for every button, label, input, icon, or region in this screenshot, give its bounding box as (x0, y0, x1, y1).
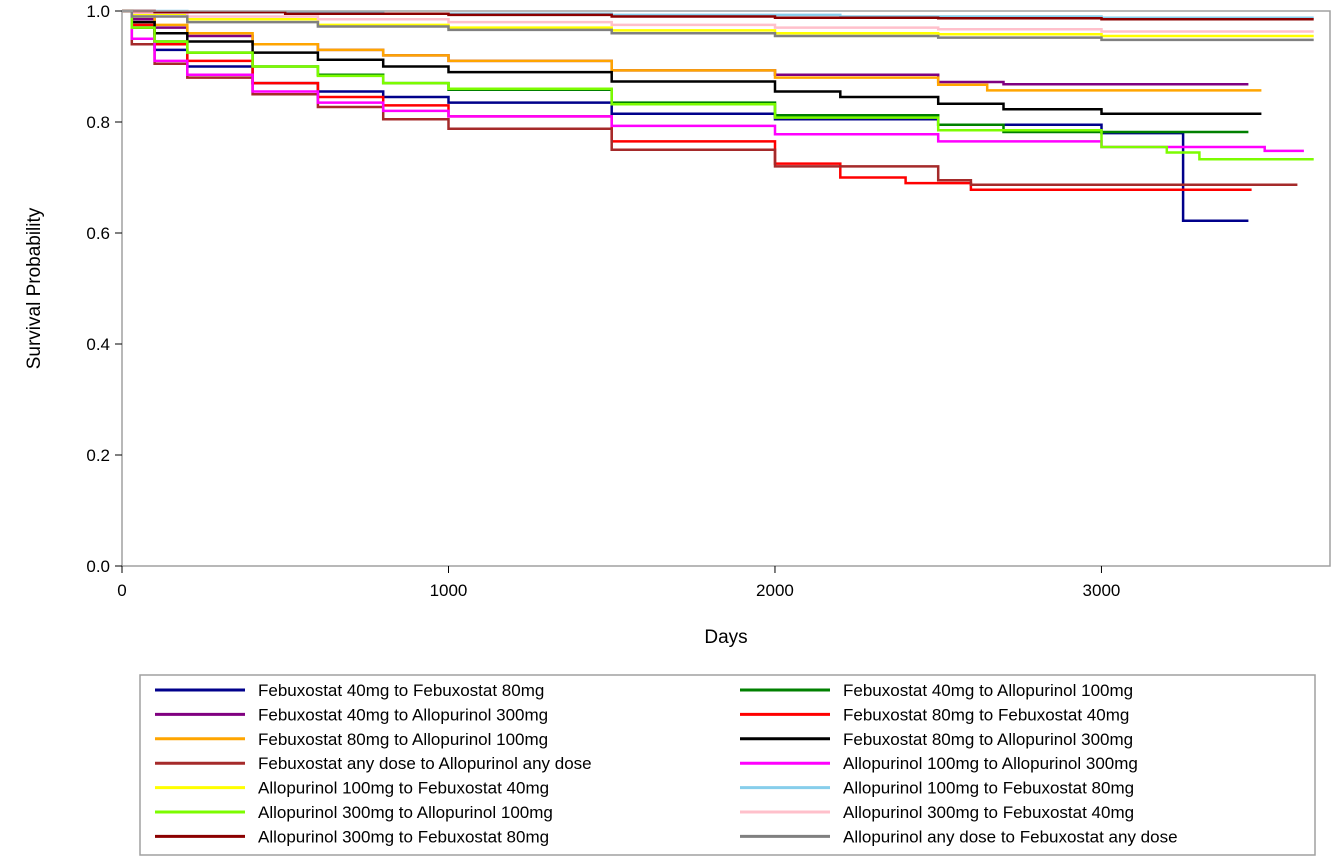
legend-label-5: Febuxostat 80mg to Allopurinol 100mg (258, 730, 548, 749)
series-line-11 (122, 9, 1314, 161)
legend-label-12: Allopurinol 300mg to Febuxostat 40mg (843, 803, 1134, 822)
x-tick-label: 1000 (430, 581, 468, 600)
series-line-6 (122, 9, 1262, 115)
y-tick-label: 0.6 (86, 224, 110, 243)
legend-label-11: Allopurinol 300mg to Allopurinol 100mg (258, 803, 553, 822)
plot-area (122, 9, 1314, 223)
x-tick-label: 0 (117, 581, 126, 600)
plot-frame (121, 10, 1331, 567)
legend-label-4: Febuxostat 80mg to Febuxostat 40mg (843, 705, 1129, 724)
x-tick-label: 2000 (756, 581, 794, 600)
x-tick-label: 3000 (1083, 581, 1121, 600)
y-tick-label: 1.0 (86, 2, 110, 21)
legend-label-9: Allopurinol 100mg to Febuxostat 40mg (258, 779, 549, 798)
legend-label-13: Allopurinol 300mg to Febuxostat 80mg (258, 827, 549, 846)
axes: 0.0 0.2 0.4 0.6 0.8 1.0 0 1000 2000 3000 Days Survi… (24, 2, 1331, 648)
legend-label-8: Allopurinol 100mg to Allopurinol 300mg (843, 754, 1138, 773)
legend-label-1: Febuxostat 40mg to Febuxostat 80mg (258, 681, 544, 700)
x-axis-title: Days (704, 627, 747, 648)
legend-label-2: Febuxostat 40mg to Allopurinol 100mg (843, 681, 1133, 700)
legend-label-10: Allopurinol 100mg to Febuxostat 80mg (843, 779, 1134, 798)
y-axis-title: Survival Probability (24, 207, 45, 369)
y-tick-label: 0.8 (86, 113, 110, 132)
y-tick-label: 0.2 (86, 446, 110, 465)
legend-box (139, 674, 1316, 856)
series-line-8 (122, 9, 1304, 153)
legend: Febuxostat 40mg to Febuxostat 80mg Febuxo… (139, 674, 1316, 856)
legend-label-7: Febuxostat any dose to Allopurinol any d… (258, 754, 592, 773)
series-line-14 (122, 9, 1314, 42)
y-tick-label: 0.0 (86, 557, 110, 576)
legend-label-6: Febuxostat 80mg to Allopurinol 300mg (843, 730, 1133, 749)
legend-label-14: Allopurinol any dose to Febuxostat any d… (843, 827, 1178, 846)
series-line-4 (122, 9, 1252, 191)
legend-label-3: Febuxostat 40mg to Allopurinol 300mg (258, 705, 548, 724)
series-line-13 (122, 9, 1314, 21)
y-tick-label: 0.4 (86, 335, 110, 354)
